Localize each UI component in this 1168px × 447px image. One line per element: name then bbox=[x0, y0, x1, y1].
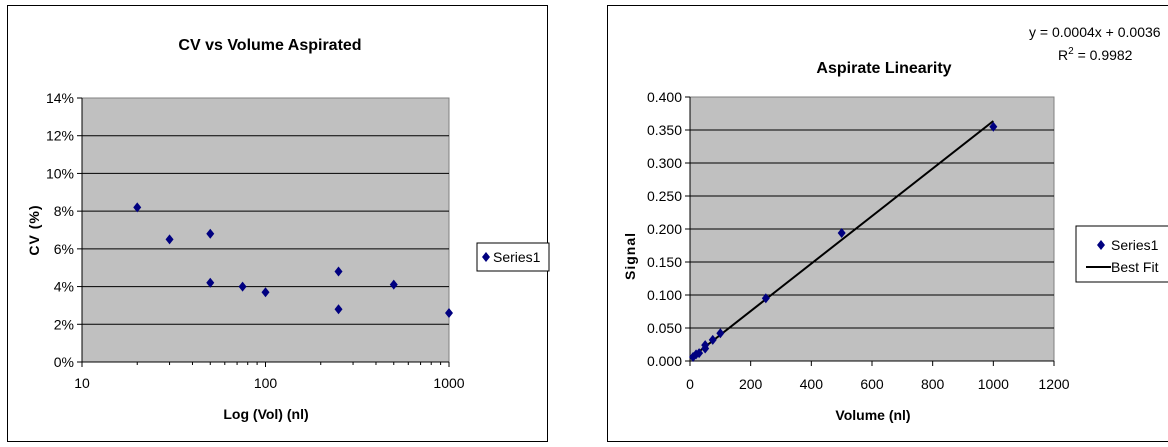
legend-marker bbox=[482, 252, 490, 262]
y-tick-label: 10% bbox=[46, 165, 74, 181]
x-axis-label: Volume (nl) bbox=[835, 407, 910, 423]
y-tick-label: 0.350 bbox=[647, 122, 682, 138]
legend-label-best-fit: Best Fit bbox=[1111, 259, 1159, 275]
y-tick-label: 12% bbox=[46, 128, 74, 144]
y-tick-label: 0.250 bbox=[647, 188, 682, 204]
legend: Series1 bbox=[476, 242, 550, 272]
data-point bbox=[261, 287, 270, 298]
y-tick-label: 0.400 bbox=[647, 89, 682, 105]
plot-area bbox=[81, 97, 450, 363]
y-tick-label: 0.100 bbox=[647, 287, 682, 303]
r-squared: R2 = 0.9982 bbox=[1058, 46, 1133, 63]
x-tick-label: 1000 bbox=[978, 376, 1009, 392]
x-tick-label: 800 bbox=[921, 376, 945, 392]
x-tick-label: 400 bbox=[800, 376, 824, 392]
y-tick-label: 4% bbox=[54, 279, 74, 295]
x-tick-label: 100 bbox=[254, 375, 278, 391]
x-axis-label: Log (Vol) (nl) bbox=[223, 406, 308, 422]
y-tick-label: 0.200 bbox=[647, 221, 682, 237]
data-point bbox=[334, 266, 343, 277]
legend: Series1 Best Fit bbox=[1075, 225, 1168, 283]
y-tick-label: 0% bbox=[54, 354, 74, 370]
x-tick-label: 1000 bbox=[433, 375, 464, 391]
data-point bbox=[445, 307, 453, 318]
data-point bbox=[389, 279, 398, 290]
data-point bbox=[133, 202, 142, 213]
data-point bbox=[989, 121, 998, 132]
data-point bbox=[701, 340, 710, 351]
x-tick-label: 200 bbox=[739, 376, 763, 392]
y-tick-label: 0.300 bbox=[647, 155, 682, 171]
cv-chart-frame: CV vs Volume Aspirated 0% 2% 4% 6% 8% 10% 12% 1… bbox=[7, 5, 550, 442]
legend-box bbox=[1075, 225, 1168, 283]
data-point bbox=[206, 277, 215, 288]
y-tick-label: 14% bbox=[46, 90, 74, 106]
y-tick-label: 8% bbox=[54, 203, 74, 219]
y-tick-label: 0.150 bbox=[647, 254, 682, 270]
y-axis-label: CV (%) bbox=[26, 204, 42, 255]
chart-title: Aspirate Linearity bbox=[816, 60, 951, 77]
data-point bbox=[837, 227, 846, 238]
data-point bbox=[206, 228, 215, 239]
legend-marker bbox=[1097, 240, 1105, 250]
data-point bbox=[695, 348, 704, 359]
cv-chart: CV vs Volume Aspirated 0% 2% 4% 6% 8% 10% 12% 1… bbox=[26, 37, 550, 422]
data-point bbox=[708, 334, 717, 345]
x-tick-label: 1200 bbox=[1038, 376, 1069, 392]
y-tick-label: 2% bbox=[54, 316, 74, 332]
data-point bbox=[238, 281, 247, 292]
data-point bbox=[716, 328, 725, 339]
best-fit-line bbox=[689, 120, 994, 360]
linearity-chart: Aspirate Linearity y = 0.0004x + 0.0036 … bbox=[622, 24, 1168, 423]
y-tick-label: 6% bbox=[54, 241, 74, 257]
data-point bbox=[334, 304, 343, 315]
x-tick-label: 10 bbox=[74, 375, 90, 391]
data-point bbox=[761, 293, 770, 304]
legend-label: Series1 bbox=[493, 249, 541, 265]
x-tick-label: 0 bbox=[686, 376, 694, 392]
linearity-chart-frame: Aspirate Linearity y = 0.0004x + 0.0036 … bbox=[607, 5, 1168, 442]
y-tick-label: 0.050 bbox=[647, 320, 682, 336]
data-point bbox=[165, 234, 174, 245]
y-tick-label: 0.000 bbox=[647, 353, 682, 369]
trendline-equation: y = 0.0004x + 0.0036 bbox=[1029, 24, 1161, 40]
legend-label-series1: Series1 bbox=[1111, 237, 1159, 253]
x-tick-label: 600 bbox=[860, 376, 884, 392]
chart-title: CV vs Volume Aspirated bbox=[178, 37, 361, 54]
y-axis-label: Signal bbox=[622, 232, 638, 280]
